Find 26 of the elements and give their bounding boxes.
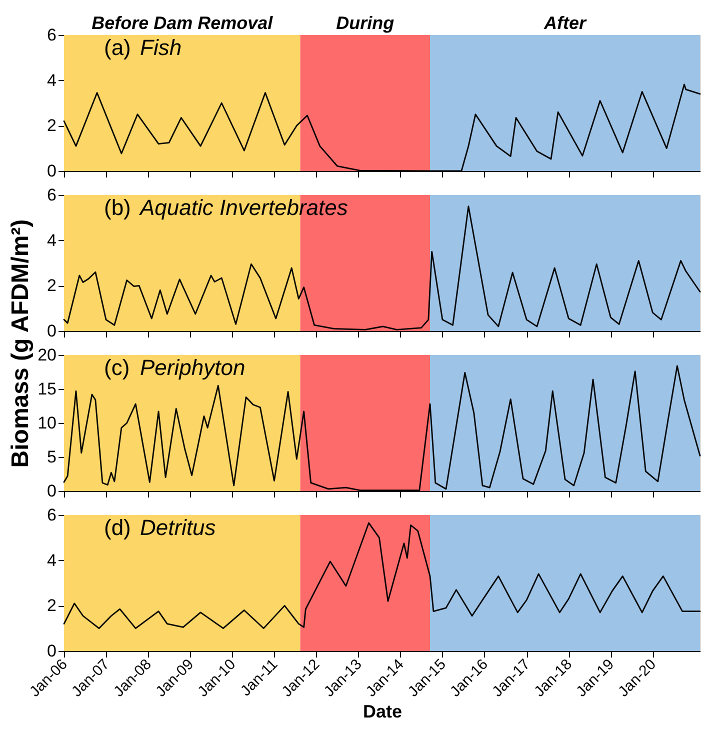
y-tick-label: 0 — [47, 162, 56, 180]
x-axis-title: Date — [362, 702, 402, 722]
chart-title: (a) Fish — [104, 35, 182, 60]
y-axis-title: Biomass (g AFDM/m²) — [7, 219, 34, 468]
y-tick-label: 2 — [47, 116, 56, 136]
chart-title: (b) Aquatic Invertebrates — [104, 195, 348, 220]
y-tick-label: 2 — [47, 596, 56, 616]
band-label: Before Dam Removal — [92, 13, 274, 33]
y-tick-label: 0 — [47, 642, 56, 660]
y-tick-label: 10 — [38, 414, 56, 432]
y-tick-label: 2 — [47, 276, 56, 296]
y-tick-label: 4 — [47, 550, 56, 570]
y-tick-label: 6 — [47, 186, 56, 204]
y-tick-label: 0 — [47, 322, 56, 340]
y-tick-label: 6 — [47, 506, 56, 524]
y-tick-label: 15 — [38, 380, 56, 398]
y-tick-label: 5 — [47, 448, 56, 466]
chart-title: (c) Periphyton — [104, 355, 246, 380]
y-tick-label: 4 — [47, 230, 56, 250]
y-tick-label: 4 — [47, 70, 56, 90]
band-label: During — [336, 13, 394, 33]
y-tick-label: 0 — [47, 482, 56, 500]
y-tick-label: 6 — [47, 26, 56, 44]
y-tick-label: 20 — [38, 346, 56, 364]
band-label: After — [543, 13, 587, 33]
chart-title: (d) Detritus — [104, 515, 216, 540]
